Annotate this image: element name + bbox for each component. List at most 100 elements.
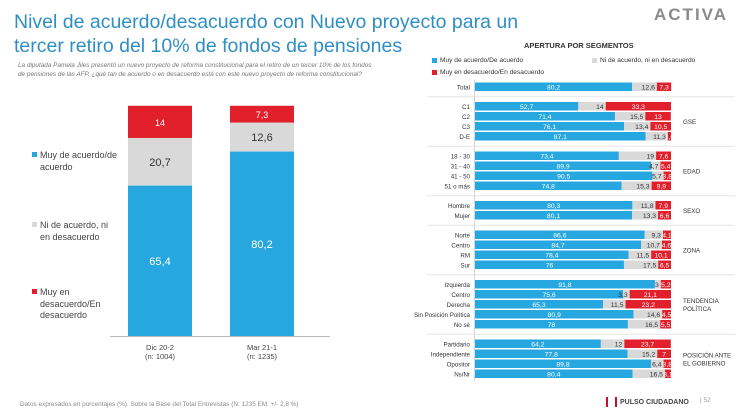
seg-bar-3-2-1 [475, 161, 652, 170]
seg-bar-3-1-2 [618, 151, 657, 160]
seg-value-7-1-2: 12 [615, 341, 623, 348]
main-bar-2-label-3: 7,3 [256, 110, 269, 120]
seg-value-7-3-3: 3,8 [663, 361, 673, 368]
seg-bar-6-3-1 [475, 300, 603, 309]
legend-agree-label: Muy de acuerdo/de acuerdo [40, 150, 118, 172]
main-category-note-2: (n: 1235) [247, 352, 278, 361]
main-bar-2-seg-1 [230, 151, 294, 336]
seg-bar-3-2-3 [660, 161, 671, 170]
seg-bar-7-3-1 [475, 359, 652, 368]
seg-value-4-1-3: 7,9 [659, 203, 669, 210]
seg-group-label-6-2: POLÍTICA [683, 306, 712, 313]
seg-bar-6-5-3 [660, 320, 671, 329]
seg-bar-6-1-2 [654, 280, 661, 289]
seg-value-6-3-3: 23,2 [642, 302, 655, 309]
seg-bar-7-2-2 [627, 349, 658, 358]
seg-legend-neutral-swatch [592, 57, 597, 63]
seg-value-2-3-1: 76,1 [543, 124, 556, 131]
seg-value-3-3-1: 90,5 [557, 173, 570, 180]
seg-legend-agree-swatch [432, 57, 437, 63]
seg-bar-3-3-1 [475, 171, 653, 180]
seg-row-label: Izquierda [445, 282, 471, 289]
seg-bar-6-5-2 [627, 320, 661, 329]
seg-row-label: Opositor [447, 361, 470, 368]
seg-bar-3-3-3 [663, 171, 671, 180]
seg-row-label: C3 [462, 124, 470, 131]
seg-group-label-3-1: EDAD [683, 169, 701, 176]
seg-bar-2-3-3 [650, 122, 671, 131]
seg-row-label: D-E [459, 134, 470, 141]
seg-bar-5-4-1 [475, 260, 624, 269]
seg-row-label: Independiente [431, 351, 471, 358]
seg-value-3-2-1: 89,9 [556, 163, 569, 170]
seg-row-label: Total [457, 84, 470, 91]
seg-value-6-1-3: 5,2 [661, 282, 671, 289]
seg-value-3-1-2: 19 [647, 153, 655, 160]
seg-bar-5-3-1 [475, 250, 629, 259]
seg-value-5-4-3: 6,5 [660, 262, 670, 269]
main-category-note-1: (n: 1004) [145, 352, 176, 361]
seg-value-2-2-3: 13 [654, 114, 662, 121]
seg-bar-6-2-1 [475, 290, 624, 299]
page-number: | 52 [700, 397, 711, 404]
seg-bar-4-1-3 [655, 201, 671, 210]
seg-value-6-2-3: 21,1 [644, 292, 657, 299]
main-bar-1-label-3: 14 [155, 118, 165, 128]
main-bar-2-label-2: 12,6 [251, 132, 272, 144]
seg-bar-2-1-1 [475, 102, 579, 111]
seg-legend-agree-label: Muy de acuerdo/De acuerdo [440, 57, 524, 64]
seg-value-3-1-1: 73,4 [540, 153, 553, 160]
seg-group-label-2-1: GSE [683, 119, 696, 126]
seg-bar-7-1-2 [600, 339, 625, 348]
main-category-label-1: Dic 20-2 [146, 343, 174, 352]
seg-row-label: 18 - 30 [451, 153, 471, 160]
seg-value-3-4-3: 9,9 [657, 183, 667, 190]
seg-bar-7-3-3 [663, 359, 671, 368]
footer-note: Datos expresados en porcentajes (%). Sob… [20, 401, 299, 408]
seg-bar-1-1-2 [632, 82, 657, 91]
seg-value-6-5-1: 78 [548, 322, 556, 329]
seg-legend-disagree-swatch [432, 69, 437, 75]
seg-row-label: Mujer [455, 213, 470, 220]
seg-bar-5-1-3 [662, 230, 671, 239]
seg-value-7-2-2: 15,2 [642, 351, 655, 358]
seg-value-7-4-2: 16,5 [650, 371, 663, 378]
seg-bar-3-1-1 [475, 151, 619, 160]
main-bar-2-seg-2 [230, 122, 294, 152]
seg-row-label: Derecha [447, 302, 471, 309]
seg-value-5-2-2: 10,7 [647, 242, 660, 249]
seg-bar-5-3-2 [628, 250, 652, 259]
seg-row-label: C1 [462, 104, 470, 111]
seg-value-2-2-1: 71,4 [538, 114, 551, 121]
activa-logo: ACTIVA [654, 5, 729, 24]
seg-row-label: 31 - 40 [451, 163, 471, 170]
seg-bar-5-1-2 [644, 230, 663, 239]
seg-value-4-2-2: 13,3 [643, 213, 656, 220]
seg-bar-4-2-1 [475, 211, 632, 220]
main-bar-1-seg-3 [128, 105, 192, 138]
seg-legend-agree: Muy de acuerdo/De acuerdo [432, 57, 523, 64]
seg-value-7-3-2: 6,4 [652, 361, 662, 368]
seg-value-6-4-3: 4,5 [662, 312, 672, 319]
seg-row-label: RM [460, 252, 470, 259]
seg-bar-1-1-1 [475, 82, 633, 91]
seg-bar-6-2-3 [629, 290, 671, 299]
seg-group-label-4-1: SEXO [683, 208, 700, 215]
main-category-label-2: Mar 21-1 [247, 343, 277, 352]
seg-bar-6-5-1 [475, 320, 628, 329]
seg-bar-4-2-2 [631, 211, 659, 220]
seg-value-7-3-1: 89,8 [556, 361, 569, 368]
seg-row-label: Norte [455, 232, 471, 239]
seg-value-6-1-1: 91,8 [558, 282, 571, 289]
seg-bar-6-3-3 [625, 300, 671, 309]
seg-value-2-1-3: 33,3 [632, 104, 645, 111]
seg-bar-3-3-2 [652, 171, 664, 180]
seg-row-label: Ns/Nr [454, 371, 470, 378]
seg-value-6-4-1: 80,9 [548, 312, 561, 319]
seg-value-1-1-2: 12,6 [642, 84, 655, 91]
seg-bar-7-1-1 [475, 339, 601, 348]
seg-value-7-2-3: 7 [662, 351, 666, 358]
seg-row-label: C2 [462, 114, 470, 121]
